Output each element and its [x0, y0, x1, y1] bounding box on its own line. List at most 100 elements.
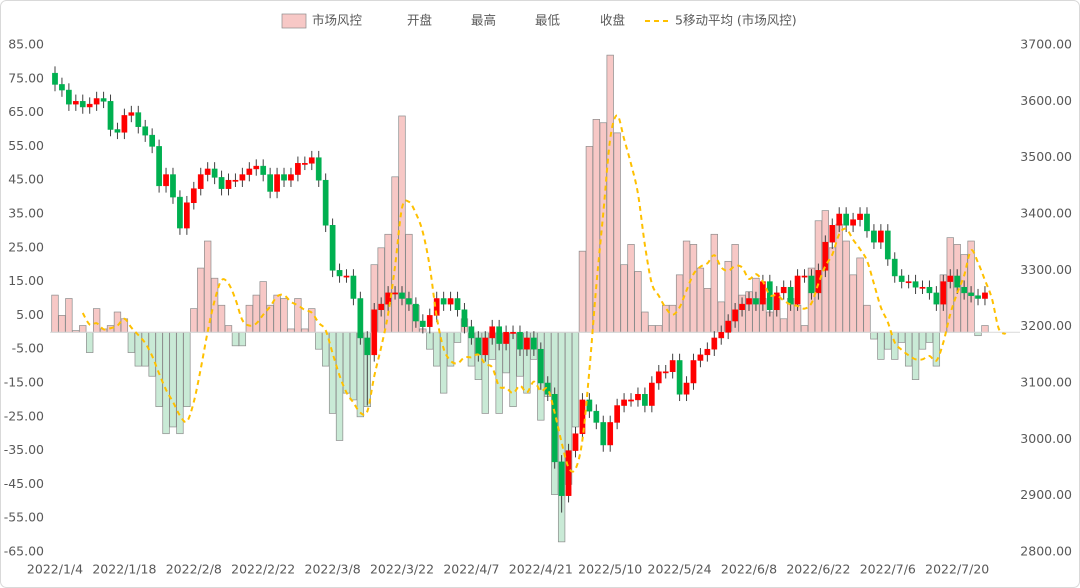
candle-body [135, 112, 142, 127]
bar [599, 122, 607, 333]
candle-body [149, 134, 156, 147]
bar [800, 325, 809, 333]
candle-body [156, 146, 162, 187]
bar [197, 267, 205, 333]
candle-body [350, 275, 357, 299]
candle-body [836, 213, 843, 226]
x-tick-label: 2022/5/10 [578, 562, 642, 577]
candle-body [274, 174, 280, 192]
bar [918, 331, 927, 350]
candle-body [614, 405, 620, 423]
bar [627, 244, 635, 333]
bar [863, 304, 871, 333]
bar [315, 331, 323, 350]
bar [224, 325, 233, 333]
bar [79, 325, 87, 333]
bar [259, 281, 267, 333]
candle-body [766, 281, 773, 311]
bar [870, 331, 878, 340]
candle-body [524, 337, 530, 350]
candle-body [711, 337, 718, 350]
bar [592, 119, 600, 333]
bar [287, 328, 295, 333]
bar [578, 250, 587, 333]
candle-body [52, 72, 58, 85]
candle-body [864, 213, 870, 232]
candle-body [204, 168, 211, 175]
candle-body [600, 422, 607, 446]
candle-body [475, 337, 482, 356]
bar [169, 331, 177, 428]
candle-body [447, 298, 454, 305]
y-tick-label: 65.00 [8, 104, 44, 119]
bar [884, 331, 892, 350]
y-tick-label: -5.00 [12, 341, 44, 356]
candle-body [128, 112, 135, 116]
bar [252, 294, 260, 333]
bar [911, 331, 920, 380]
x-tick-label: 2022/2/8 [166, 562, 222, 577]
candle-body [322, 179, 329, 226]
candle-body [642, 394, 648, 406]
candle-body [947, 275, 954, 282]
y-tick-label: -45.00 [4, 476, 44, 491]
bar [509, 331, 517, 408]
candle-body [926, 286, 933, 294]
candle-body [912, 281, 919, 288]
y-tick-label: 45.00 [8, 172, 44, 187]
y2-tick-label: 2800.00 [1020, 544, 1072, 559]
candle-body [496, 326, 503, 344]
candle-body [419, 320, 426, 327]
bar [155, 331, 163, 408]
candle-body [440, 298, 447, 305]
legend-label: 最高 [471, 13, 496, 28]
bar [349, 331, 358, 401]
bar [446, 331, 455, 367]
candle-body [732, 309, 738, 322]
candle-body [253, 165, 260, 170]
candle-body [954, 275, 961, 288]
bar [856, 257, 864, 333]
candle-body [72, 101, 79, 105]
candle-body [537, 348, 544, 384]
candle-body [329, 225, 336, 271]
candle-body [163, 174, 169, 187]
bar [648, 325, 656, 333]
y-tick-label: 5.00 [16, 307, 44, 322]
bar [981, 325, 989, 333]
bar [898, 331, 906, 343]
y-tick-label: -35.00 [4, 442, 44, 457]
candle-body [315, 157, 322, 181]
candle-body [829, 225, 836, 243]
candle-body [697, 354, 704, 361]
candle-body [780, 286, 787, 294]
y2-tick-label: 3700.00 [1020, 37, 1072, 52]
candle-body [170, 174, 176, 198]
bar [849, 274, 857, 333]
candle-body [357, 298, 364, 339]
candle-body [232, 179, 239, 182]
y2-tick-label: 3200.00 [1020, 318, 1072, 333]
candle-body [718, 332, 725, 339]
bar [231, 331, 240, 347]
candle-body [295, 163, 301, 175]
candle-body [184, 202, 190, 229]
bar [176, 331, 184, 435]
candle-body [385, 292, 391, 305]
x-tick-label: 2022/4/7 [443, 562, 499, 577]
bar [904, 331, 913, 367]
bar [426, 331, 434, 350]
x-tick-label: 2022/6/22 [786, 562, 850, 577]
y2-tick-label: 3400.00 [1020, 206, 1072, 221]
candle-body [461, 309, 468, 327]
candle-body [940, 281, 947, 305]
bar [217, 304, 226, 333]
bar [58, 315, 66, 333]
candle-body [558, 461, 565, 496]
candle-body [308, 157, 315, 164]
candle-body [794, 275, 801, 305]
bar [335, 331, 344, 441]
x-tick-label: 2022/1/18 [92, 562, 156, 577]
